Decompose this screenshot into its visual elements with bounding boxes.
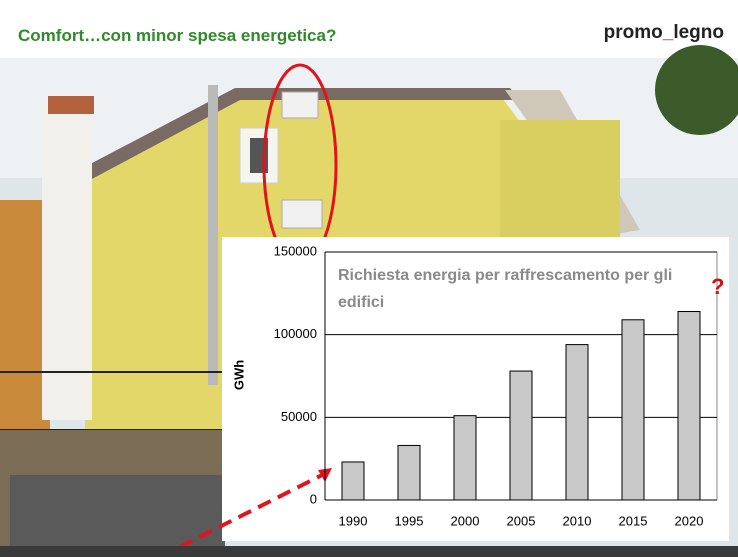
y-tick-label: 50000 [281, 409, 317, 424]
bar [678, 312, 700, 500]
chimney [42, 110, 92, 420]
x-tick-label: 2010 [563, 513, 592, 528]
pipe [208, 85, 218, 385]
y-tick-label: 100000 [274, 326, 317, 341]
bar [510, 371, 532, 500]
chimney-cap [48, 96, 94, 114]
side-wall [500, 120, 620, 240]
slide-title: Comfort…con minor spesa energetica? [18, 26, 336, 46]
fence [10, 475, 225, 548]
bar [454, 416, 476, 500]
x-tick-label: 2005 [507, 513, 536, 528]
bar [622, 320, 644, 500]
chart-title: Richiesta energia per raffrescamento per… [338, 262, 708, 316]
x-tick-label: 1995 [395, 513, 424, 528]
ac-unit [282, 92, 318, 118]
bar [566, 345, 588, 500]
ac-unit [282, 200, 322, 228]
logo-part: promo [604, 22, 663, 43]
bar [398, 445, 420, 500]
y-tick-label: 0 [310, 491, 317, 506]
x-tick-label: 2015 [619, 513, 648, 528]
logo-part: legno [673, 22, 724, 43]
x-tick-label: 2000 [451, 513, 480, 528]
x-tick-label: 1990 [339, 513, 368, 528]
x-tick-label: 2020 [675, 513, 704, 528]
bar [342, 462, 364, 500]
y-axis-label: GWh [231, 360, 246, 390]
logo-part: _ [663, 22, 674, 43]
footer-bar [0, 546, 738, 557]
y-tick-label: 150000 [274, 243, 317, 258]
slide: GWh 0 50000 100000 150000 1990 1995 2000 2005 20… [0, 0, 738, 557]
annotation: ? [711, 274, 724, 300]
logo: promo_legno [604, 22, 724, 44]
